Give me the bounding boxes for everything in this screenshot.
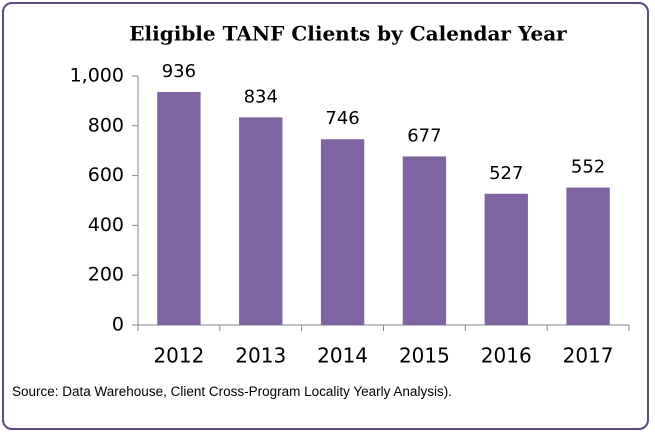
x-tick-label: 2012 <box>153 344 204 368</box>
bar <box>402 156 447 325</box>
bar <box>566 187 610 325</box>
source-note: Source: Data Warehouse, Client Cross-Pro… <box>12 384 452 399</box>
y-tick-label: 1,000 <box>70 65 124 87</box>
y-tick-label: 400 <box>88 214 124 236</box>
chart-title: Eligible TANF Clients by Calendar Year <box>129 22 567 46</box>
y-tick-label: 200 <box>88 264 124 286</box>
x-tick-label: 2016 <box>481 344 532 368</box>
x-tick-label: 2013 <box>235 344 286 368</box>
chart-frame <box>2 2 649 430</box>
bar <box>320 139 365 325</box>
data-label: 936 <box>162 61 196 82</box>
x-tick-label: 2015 <box>399 344 450 368</box>
bar <box>157 91 201 325</box>
y-tick-label: 0 <box>112 314 124 336</box>
x-tick-label: 2017 <box>563 344 614 368</box>
data-label: 677 <box>407 125 441 146</box>
x-tick-label: 2014 <box>317 344 368 368</box>
y-tick-label: 600 <box>88 164 124 186</box>
bar <box>484 193 528 325</box>
data-label: 552 <box>571 157 605 178</box>
data-label: 527 <box>489 163 523 184</box>
bar <box>239 117 283 325</box>
data-label: 746 <box>325 108 359 129</box>
data-label: 834 <box>244 86 278 107</box>
y-tick-label: 800 <box>88 114 124 136</box>
